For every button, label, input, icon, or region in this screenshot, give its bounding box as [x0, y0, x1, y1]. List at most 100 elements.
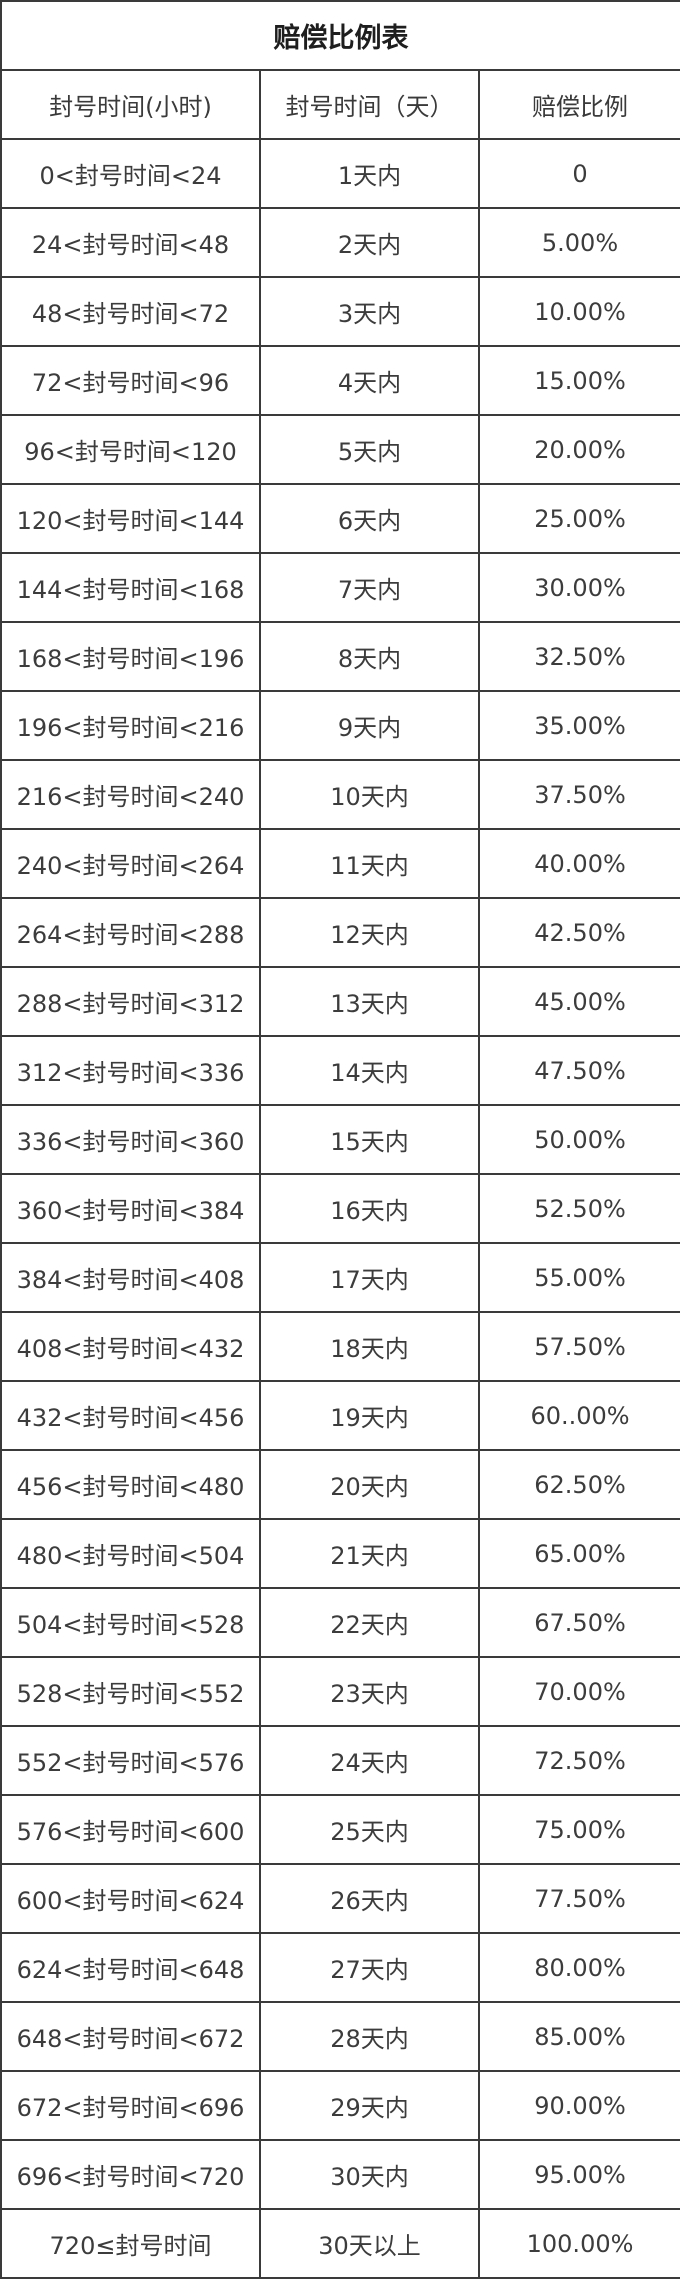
cell-days: 25天内	[259, 1794, 480, 1865]
table-row: 288<封号时间<312 13天内 45.00%	[0, 966, 680, 1037]
cell-days: 7天内	[259, 552, 480, 623]
cell-days: 13天内	[259, 966, 480, 1037]
cell-days: 14天内	[259, 1035, 480, 1106]
cell-days: 5天内	[259, 414, 480, 485]
table-title: 赔偿比例表	[0, 0, 680, 71]
cell-ratio: 77.50%	[477, 1863, 680, 1934]
cell-days: 11天内	[259, 828, 480, 899]
cell-days: 16天内	[259, 1173, 480, 1244]
cell-ratio: 57.50%	[477, 1311, 680, 1382]
cell-ratio: 80.00%	[477, 1932, 680, 2003]
cell-hours-range: 576<封号时间<600	[0, 1794, 261, 1865]
cell-ratio: 72.50%	[477, 1725, 680, 1796]
cell-days: 6天内	[259, 483, 480, 554]
cell-days: 4天内	[259, 345, 480, 416]
cell-ratio: 62.50%	[477, 1449, 680, 1520]
cell-days: 23天内	[259, 1656, 480, 1727]
table-row: 216<封号时间<240 10天内 37.50%	[0, 759, 680, 830]
table-row: 312<封号时间<336 14天内 47.50%	[0, 1035, 680, 1106]
cell-days: 18天内	[259, 1311, 480, 1382]
cell-days: 3天内	[259, 276, 480, 347]
table-row: 576<封号时间<600 25天内 75.00%	[0, 1794, 680, 1865]
cell-hours-range: 432<封号时间<456	[0, 1380, 261, 1451]
table-title-row: 赔偿比例表	[0, 0, 680, 71]
table-row: 480<封号时间<504 21天内 65.00%	[0, 1518, 680, 1589]
table-row: 196<封号时间<216 9天内 35.00%	[0, 690, 680, 761]
cell-ratio: 65.00%	[477, 1518, 680, 1589]
table-row: 624<封号时间<648 27天内 80.00%	[0, 1932, 680, 2003]
table-row: 408<封号时间<432 18天内 57.50%	[0, 1311, 680, 1382]
cell-days: 24天内	[259, 1725, 480, 1796]
table-row: 456<封号时间<480 20天内 62.50%	[0, 1449, 680, 1520]
cell-hours-range: 120<封号时间<144	[0, 483, 261, 554]
cell-hours-range: 336<封号时间<360	[0, 1104, 261, 1175]
table-row: 0<封号时间<24 1天内 0	[0, 138, 680, 209]
cell-days: 27天内	[259, 1932, 480, 2003]
table-row: 360<封号时间<384 16天内 52.50%	[0, 1173, 680, 1244]
table-row: 720≤封号时间 30天以上 100.00%	[0, 2208, 680, 2279]
cell-hours-range: 696<封号时间<720	[0, 2139, 261, 2210]
cell-hours-range: 168<封号时间<196	[0, 621, 261, 692]
cell-hours-range: 552<封号时间<576	[0, 1725, 261, 1796]
cell-hours-range: 288<封号时间<312	[0, 966, 261, 1037]
cell-days: 2天内	[259, 207, 480, 278]
cell-hours-range: 240<封号时间<264	[0, 828, 261, 899]
table-body: 0<封号时间<24 1天内 0 24<封号时间<48 2天内 5.00% 48<封号时间<7…	[0, 138, 680, 2279]
cell-hours-range: 504<封号时间<528	[0, 1587, 261, 1658]
cell-days: 29天内	[259, 2070, 480, 2141]
cell-days: 9天内	[259, 690, 480, 761]
table-row: 24<封号时间<48 2天内 5.00%	[0, 207, 680, 278]
table-row: 168<封号时间<196 8天内 32.50%	[0, 621, 680, 692]
cell-hours-range: 144<封号时间<168	[0, 552, 261, 623]
cell-hours-range: 0<封号时间<24	[0, 138, 261, 209]
table-row: 264<封号时间<288 12天内 42.50%	[0, 897, 680, 968]
table-row: 120<封号时间<144 6天内 25.00%	[0, 483, 680, 554]
cell-days: 12天内	[259, 897, 480, 968]
cell-days: 20天内	[259, 1449, 480, 1520]
cell-ratio: 5.00%	[477, 207, 680, 278]
cell-hours-range: 384<封号时间<408	[0, 1242, 261, 1313]
cell-days: 10天内	[259, 759, 480, 830]
cell-ratio: 67.50%	[477, 1587, 680, 1658]
table-row: 432<封号时间<456 19天内 60..00%	[0, 1380, 680, 1451]
cell-hours-range: 48<封号时间<72	[0, 276, 261, 347]
cell-days: 19天内	[259, 1380, 480, 1451]
cell-days: 30天内	[259, 2139, 480, 2210]
cell-hours-range: 528<封号时间<552	[0, 1656, 261, 1727]
cell-ratio: 20.00%	[477, 414, 680, 485]
cell-hours-range: 196<封号时间<216	[0, 690, 261, 761]
cell-ratio: 32.50%	[477, 621, 680, 692]
column-header-ratio: 赔偿比例	[477, 69, 680, 140]
cell-hours-range: 360<封号时间<384	[0, 1173, 261, 1244]
cell-days: 22天内	[259, 1587, 480, 1658]
cell-ratio: 95.00%	[477, 2139, 680, 2210]
cell-ratio: 0	[477, 138, 680, 209]
cell-days: 15天内	[259, 1104, 480, 1175]
cell-days: 8天内	[259, 621, 480, 692]
table-row: 96<封号时间<120 5天内 20.00%	[0, 414, 680, 485]
table-row: 72<封号时间<96 4天内 15.00%	[0, 345, 680, 416]
cell-hours-range: 408<封号时间<432	[0, 1311, 261, 1382]
cell-ratio: 52.50%	[477, 1173, 680, 1244]
cell-hours-range: 648<封号时间<672	[0, 2001, 261, 2072]
cell-hours-range: 720≤封号时间	[0, 2208, 261, 2279]
cell-ratio: 75.00%	[477, 1794, 680, 1865]
table-row: 696<封号时间<720 30天内 95.00%	[0, 2139, 680, 2210]
cell-days: 26天内	[259, 1863, 480, 1934]
cell-hours-range: 264<封号时间<288	[0, 897, 261, 968]
cell-ratio: 55.00%	[477, 1242, 680, 1313]
table-row: 672<封号时间<696 29天内 90.00%	[0, 2070, 680, 2141]
cell-days: 1天内	[259, 138, 480, 209]
table-row: 144<封号时间<168 7天内 30.00%	[0, 552, 680, 623]
cell-ratio: 70.00%	[477, 1656, 680, 1727]
cell-days: 30天以上	[259, 2208, 480, 2279]
table-row: 48<封号时间<72 3天内 10.00%	[0, 276, 680, 347]
table-row: 648<封号时间<672 28天内 85.00%	[0, 2001, 680, 2072]
cell-days: 17天内	[259, 1242, 480, 1313]
table-row: 504<封号时间<528 22天内 67.50%	[0, 1587, 680, 1658]
cell-ratio: 25.00%	[477, 483, 680, 554]
cell-ratio: 40.00%	[477, 828, 680, 899]
cell-days: 21天内	[259, 1518, 480, 1589]
